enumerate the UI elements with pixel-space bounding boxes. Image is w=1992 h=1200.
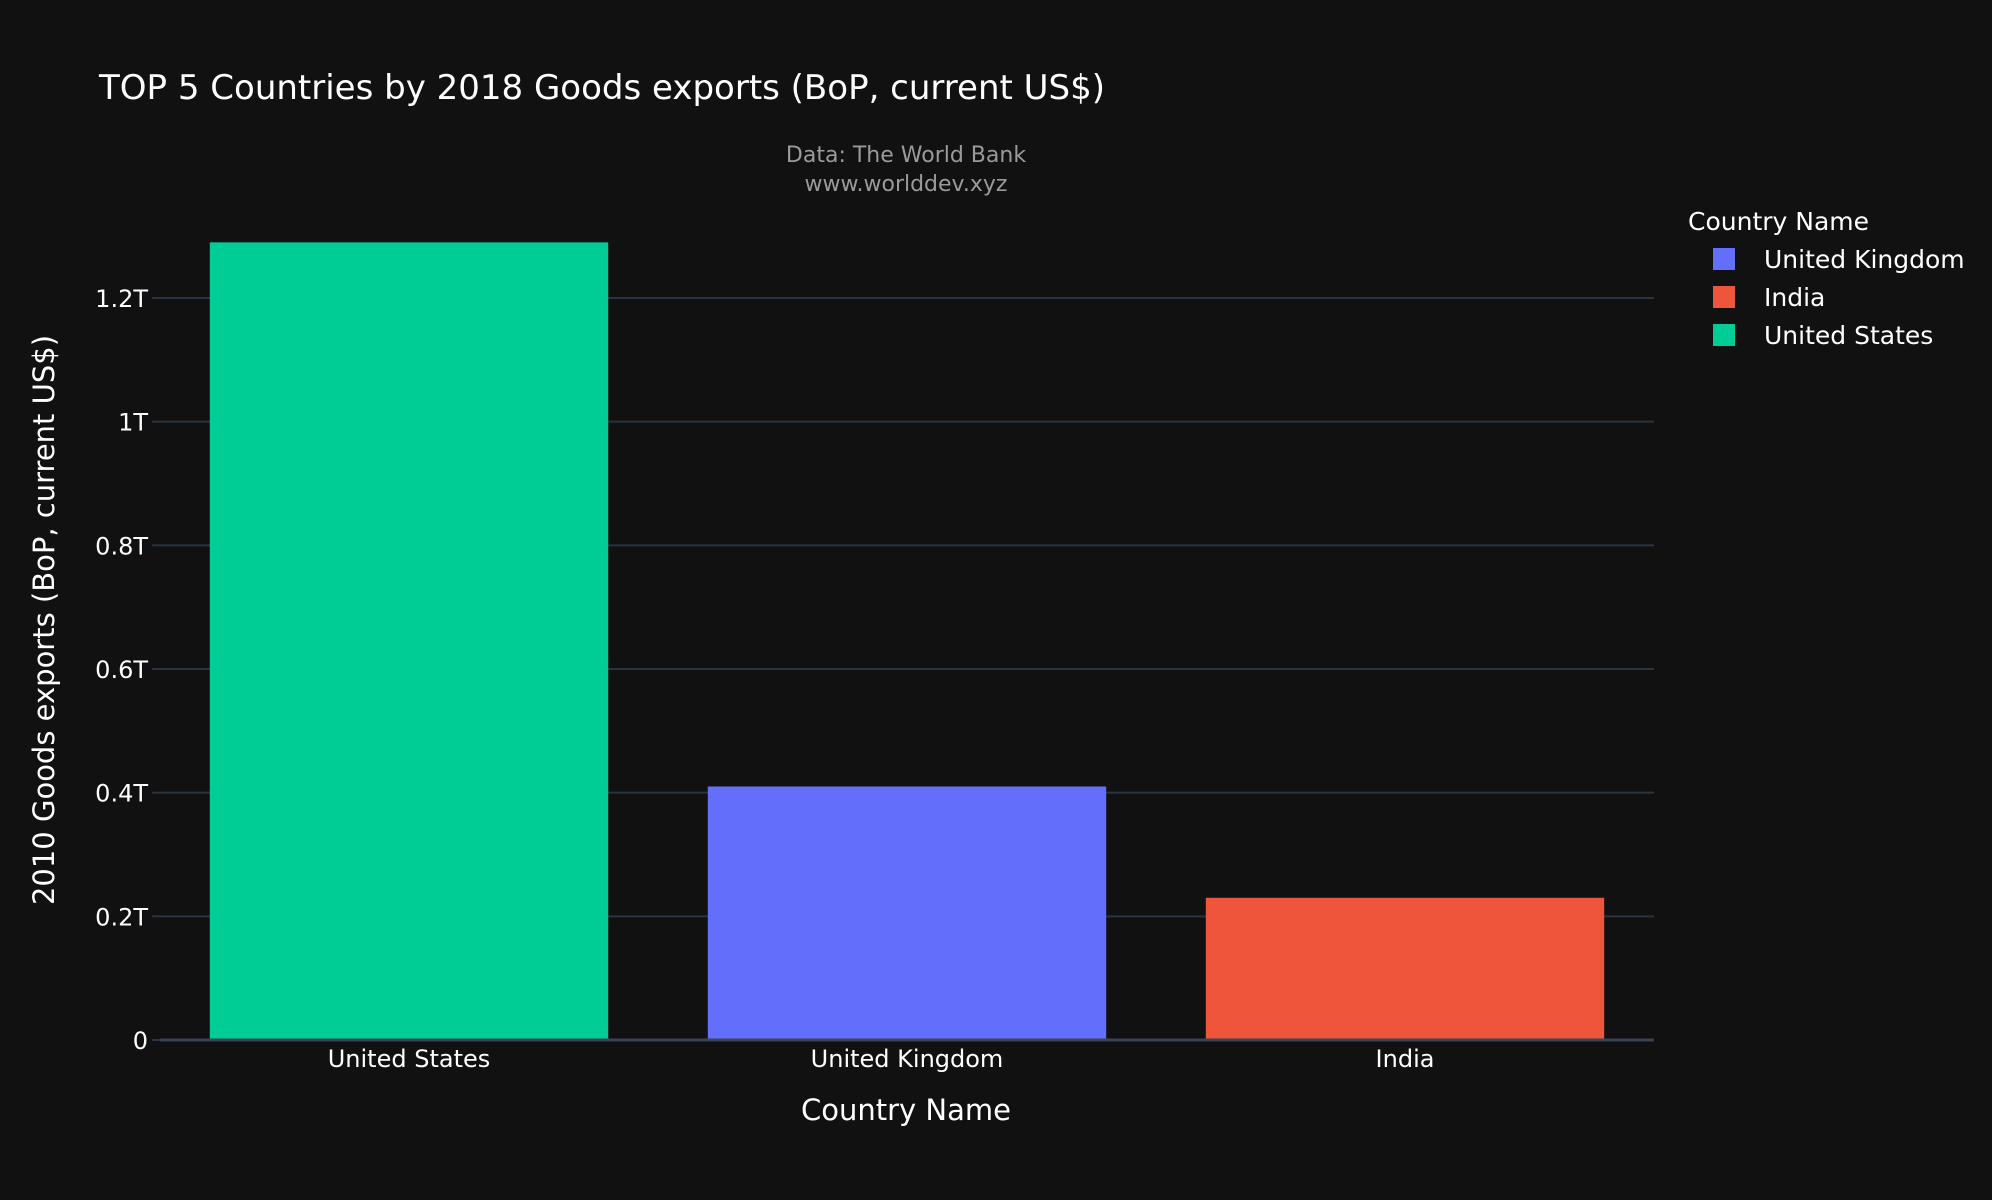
legend-title: Country Name	[1688, 207, 1869, 236]
legend-items: United Kingdom India United States	[1713, 245, 1965, 350]
chart-title: TOP 5 Countries by 2018 Goods exports (B…	[98, 68, 1105, 108]
legend-swatch-2	[1713, 324, 1735, 346]
x-tick-label-0: United States	[328, 1045, 491, 1073]
chart-subtitle-url: www.worlddev.xyz	[805, 172, 1008, 197]
legend-swatch-1	[1713, 286, 1735, 308]
bars	[160, 242, 1654, 1042]
y-tick-label-2: 0.4T	[95, 780, 148, 808]
x-axis-title: Country Name	[801, 1093, 1011, 1127]
y-tick-label-3: 0.6T	[95, 656, 148, 684]
x-axis-ticks: United States United Kingdom India	[328, 1045, 1435, 1073]
y-tick-label-5: 1T	[118, 409, 148, 437]
y-tick-label-1: 0.2T	[95, 903, 148, 931]
y-axis-ticks: 0 0.2T 0.4T 0.6T 0.8T 1T 1.2T	[95, 285, 160, 1055]
bar-united-kingdom	[707, 786, 1107, 1040]
y-axis-title: 2010 Goods exports (BoP, current US$)	[27, 335, 61, 905]
y-tick-label-4: 0.8T	[95, 532, 148, 560]
bar-united-states	[209, 242, 609, 1041]
legend-label-0: United Kingdom	[1764, 245, 1965, 274]
y-tick-label-6: 1.2T	[95, 285, 148, 313]
x-tick-label-1: United Kingdom	[811, 1045, 1004, 1073]
y-tick-label-0: 0	[133, 1027, 148, 1055]
chart-subtitle-source: Data: The World Bank	[786, 143, 1026, 168]
legend-label-1: India	[1764, 283, 1825, 312]
bar-india	[1205, 897, 1605, 1040]
legend-swatch-0	[1713, 248, 1735, 270]
legend: Country Name United Kingdom India United S…	[1688, 207, 1965, 350]
x-tick-label-2: India	[1376, 1045, 1435, 1073]
legend-label-2: United States	[1764, 321, 1933, 350]
